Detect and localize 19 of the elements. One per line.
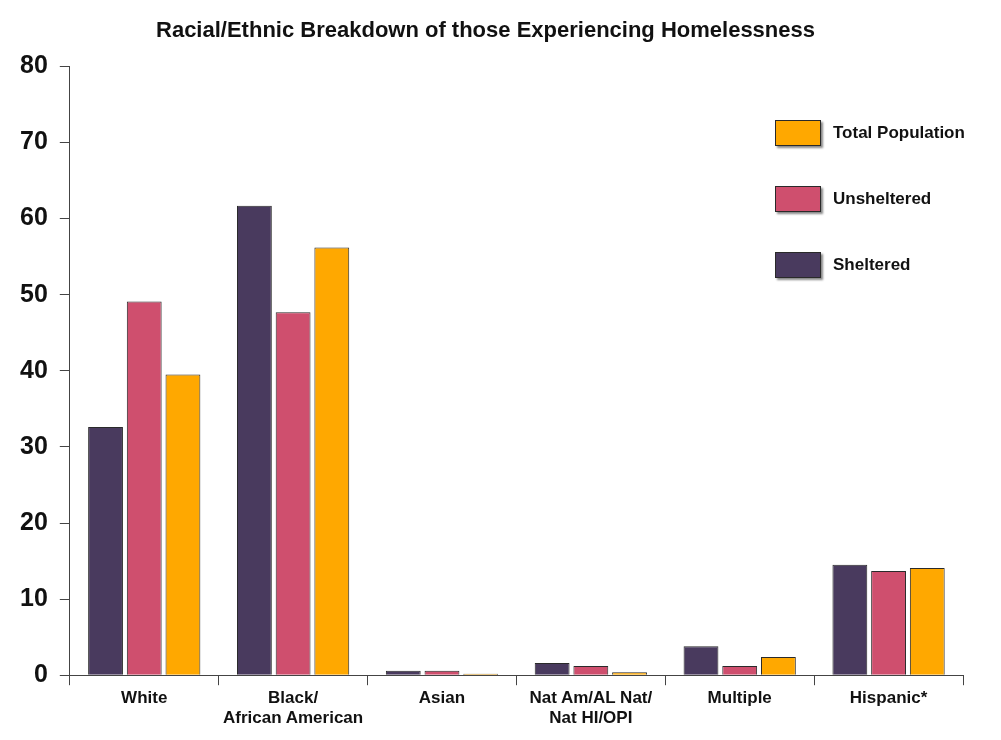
- y-tick-label: 40: [20, 354, 48, 383]
- x-tick-label: White: [121, 688, 168, 708]
- y-tick-label: 30: [20, 430, 48, 459]
- y-tick-label: 10: [20, 582, 48, 611]
- legend-label: Total Population: [833, 123, 966, 143]
- y-tick-label: 50: [20, 278, 48, 307]
- y-tick-label: 70: [20, 126, 48, 155]
- y-tick-label: 20: [20, 506, 48, 535]
- x-tick-label: Black/ African American: [223, 688, 364, 728]
- y-tick-label: 80: [20, 50, 48, 79]
- x-tick-label: Asian: [418, 688, 466, 708]
- legend-label: Unsheltered: [833, 189, 933, 209]
- legend-label: Sheltered: [833, 255, 912, 275]
- chart-title: Racial/Ethnic Breakdown of those Experiencing Homelessness: [156, 17, 815, 43]
- x-tick-label: Nat Am/AL Nat/ Nat HI/OPI: [529, 688, 653, 728]
- x-tick-label: Hispanic*: [849, 688, 928, 708]
- y-tick-label: 0: [33, 659, 48, 688]
- x-tick-label: Multiple: [707, 688, 772, 708]
- y-tick-label: 60: [20, 202, 48, 231]
